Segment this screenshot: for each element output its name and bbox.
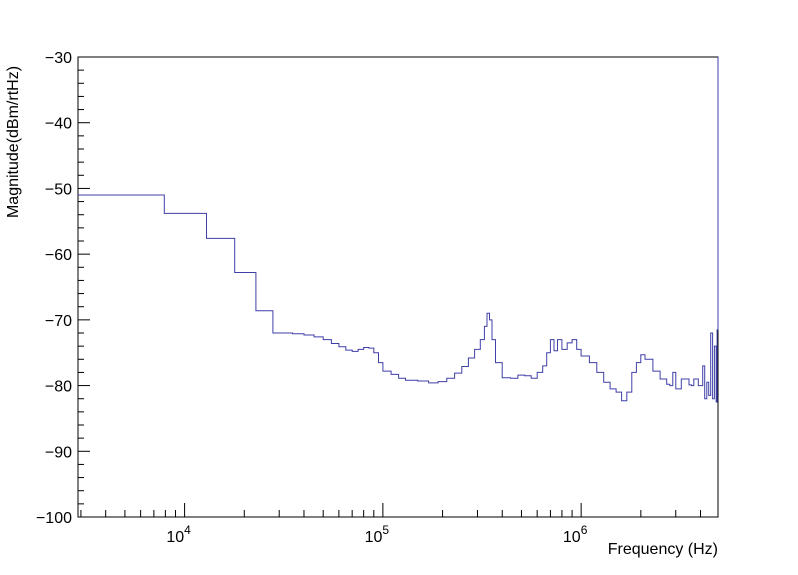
x-tick-exponent: 6 xyxy=(581,523,588,537)
y-tick-label: −100 xyxy=(36,510,72,527)
x-tick-base: 10 xyxy=(563,529,581,546)
x-tick-label: 106 xyxy=(563,523,588,546)
y-tick-label: −70 xyxy=(45,313,72,330)
x-tick-exponent: 5 xyxy=(382,523,389,537)
y-axis-label: Magnitude(dBm/rtHz) xyxy=(5,66,22,218)
y-tick-label: −40 xyxy=(45,116,72,133)
x-tick-label: 105 xyxy=(365,523,390,546)
y-tick-label: −80 xyxy=(45,379,72,396)
x-axis: 104 105 106 xyxy=(80,503,702,546)
x-tick-base: 10 xyxy=(166,529,184,546)
y-tick-label: −50 xyxy=(45,181,72,198)
x-tick-exponent: 4 xyxy=(184,523,191,537)
y-tick-label: −30 xyxy=(45,50,72,67)
y-tick-label: −90 xyxy=(45,444,72,461)
plot-frame xyxy=(77,56,719,518)
x-tick-base: 10 xyxy=(365,529,383,546)
y-axis: −30 −40 −50 −60 −70 −80 −90 −100 xyxy=(36,50,90,527)
y-tick-label: −60 xyxy=(45,247,72,264)
x-tick-label: 104 xyxy=(166,523,191,546)
series-line xyxy=(78,57,719,403)
x-axis-label: Frequency (Hz) xyxy=(608,541,718,558)
